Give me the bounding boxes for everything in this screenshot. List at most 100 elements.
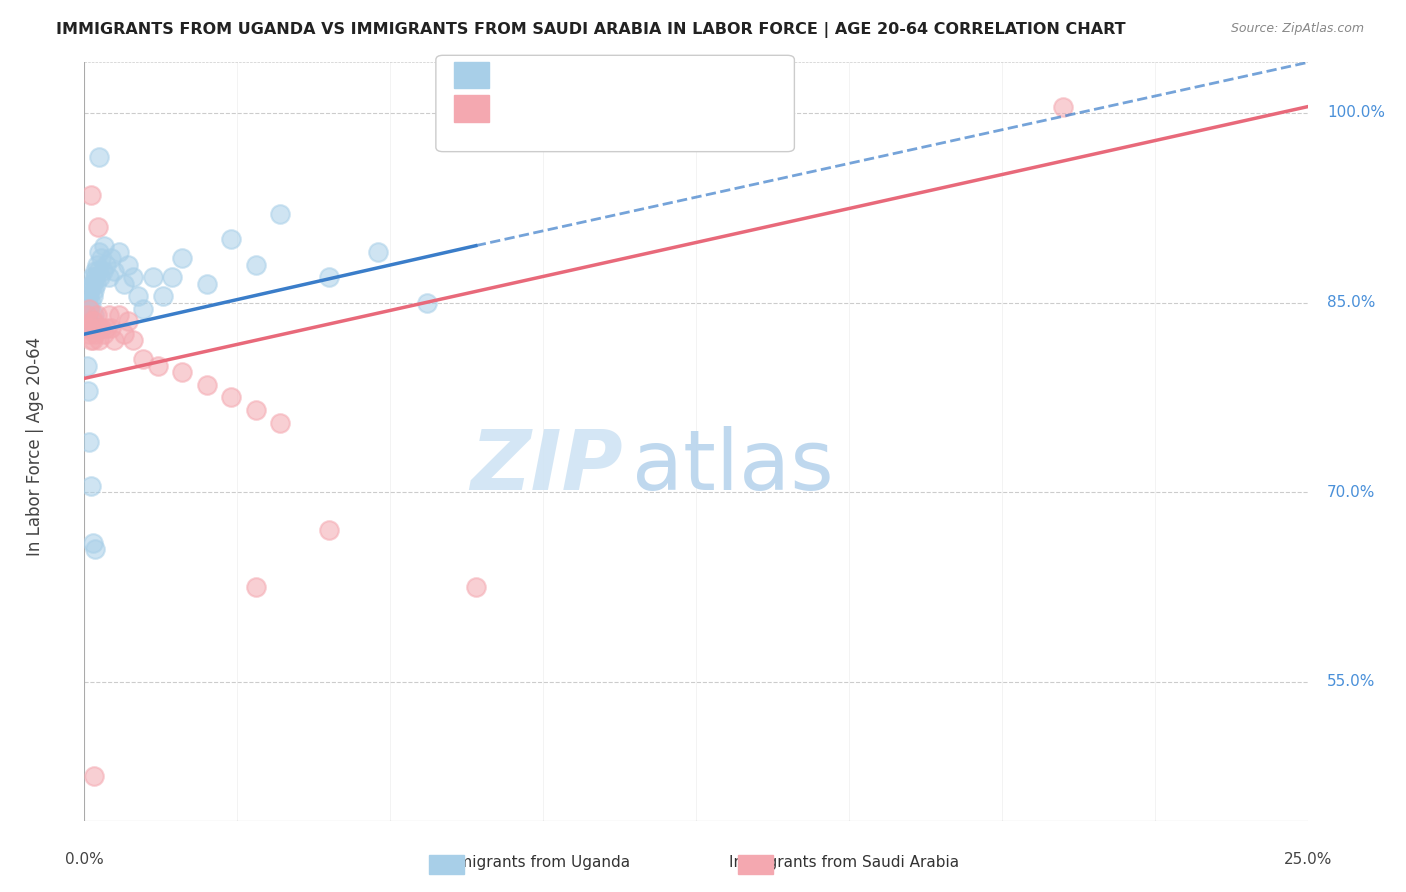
Point (367, 244, 389, 259)
Point (93, 327, 115, 342)
Point (87, 321, 110, 335)
Point (83, 769, 105, 783)
Text: 85.0%: 85.0% (1327, 295, 1375, 310)
Point (219, 232, 242, 246)
Point (162, 270, 184, 285)
Point (172, 365, 194, 379)
Point (416, 295, 439, 310)
Text: Immigrants from Saudi Arabia: Immigrants from Saudi Arabia (728, 855, 959, 870)
Point (77, 308, 100, 322)
Point (83, 308, 105, 322)
Point (84, 270, 107, 285)
Point (80, 479, 103, 493)
Point (86, 258, 108, 272)
Point (132, 301, 155, 316)
Point (80, 334, 103, 348)
Point (97, 270, 120, 285)
Point (76, 308, 98, 322)
Point (146, 359, 169, 373)
Point (100, 321, 122, 335)
Point (86, 308, 108, 322)
Point (82, 535, 104, 549)
Point (83, 283, 105, 297)
Point (127, 289, 149, 303)
Point (245, 258, 267, 272)
Point (87, 244, 110, 259)
Point (84, 541, 107, 556)
Point (77, 327, 100, 342)
Point (96, 321, 118, 335)
Point (117, 314, 139, 328)
Point (91, 264, 114, 278)
Point (83, 264, 105, 278)
Point (107, 244, 129, 259)
Point (97, 308, 120, 322)
Point (195, 277, 218, 291)
Point (80, 321, 103, 335)
Point (82, 277, 104, 291)
Point (76, 301, 98, 316)
Text: In Labor Force | Age 20-64: In Labor Force | Age 20-64 (27, 336, 44, 556)
Point (87, 219, 110, 234)
Point (86, 264, 108, 278)
Point (77, 301, 100, 316)
Text: 100.0%: 100.0% (1327, 105, 1385, 120)
Point (82, 314, 104, 328)
Point (76, 359, 98, 373)
Point (96, 258, 118, 272)
Text: ZIP: ZIP (470, 426, 623, 508)
Text: R = 0.250    N = 52: R = 0.250 N = 52 (499, 70, 706, 89)
Point (77, 289, 100, 303)
Point (76, 321, 98, 335)
Point (90, 252, 112, 266)
Text: R = 0.270    N = 33: R = 0.270 N = 33 (499, 104, 706, 123)
Point (117, 258, 139, 272)
Point (90, 321, 112, 335)
Point (80, 277, 103, 291)
Point (87, 334, 110, 348)
Point (269, 416, 291, 430)
Point (132, 352, 155, 367)
Text: 25.0%: 25.0% (1284, 852, 1331, 867)
Point (103, 264, 125, 278)
Point (83, 314, 105, 328)
Text: 55.0%: 55.0% (1327, 674, 1375, 690)
Text: Immigrants from Uganda: Immigrants from Uganda (439, 855, 630, 870)
Point (93, 238, 115, 252)
Text: 0.0%: 0.0% (65, 852, 104, 867)
Point (84, 327, 107, 342)
Point (219, 390, 242, 404)
Point (318, 523, 340, 537)
Point (245, 580, 267, 594)
Text: atlas: atlas (633, 426, 834, 508)
Point (112, 327, 135, 342)
Point (112, 277, 135, 291)
Text: IMMIGRANTS FROM UGANDA VS IMMIGRANTS FROM SAUDI ARABIA IN LABOR FORCE | AGE 20-6: IMMIGRANTS FROM UGANDA VS IMMIGRANTS FRO… (56, 22, 1126, 38)
Point (79, 321, 101, 335)
Point (77, 434, 100, 449)
Point (77, 314, 100, 328)
Point (79, 283, 101, 297)
Point (82, 289, 104, 303)
Point (142, 270, 165, 285)
Point (195, 377, 218, 392)
Point (89, 270, 111, 285)
Point (122, 270, 145, 285)
Point (80, 188, 103, 202)
Text: 70.0%: 70.0% (1327, 484, 1375, 500)
Point (245, 403, 267, 417)
Point (107, 308, 129, 322)
Point (77, 384, 100, 398)
Point (84, 277, 107, 291)
Point (152, 289, 174, 303)
Point (100, 252, 122, 266)
Point (80, 295, 103, 310)
Point (122, 334, 145, 348)
Point (79, 301, 101, 316)
Point (318, 270, 340, 285)
Point (82, 270, 104, 285)
Point (269, 207, 291, 221)
Point (76, 295, 98, 310)
Point (82, 334, 104, 348)
Point (87, 150, 110, 164)
